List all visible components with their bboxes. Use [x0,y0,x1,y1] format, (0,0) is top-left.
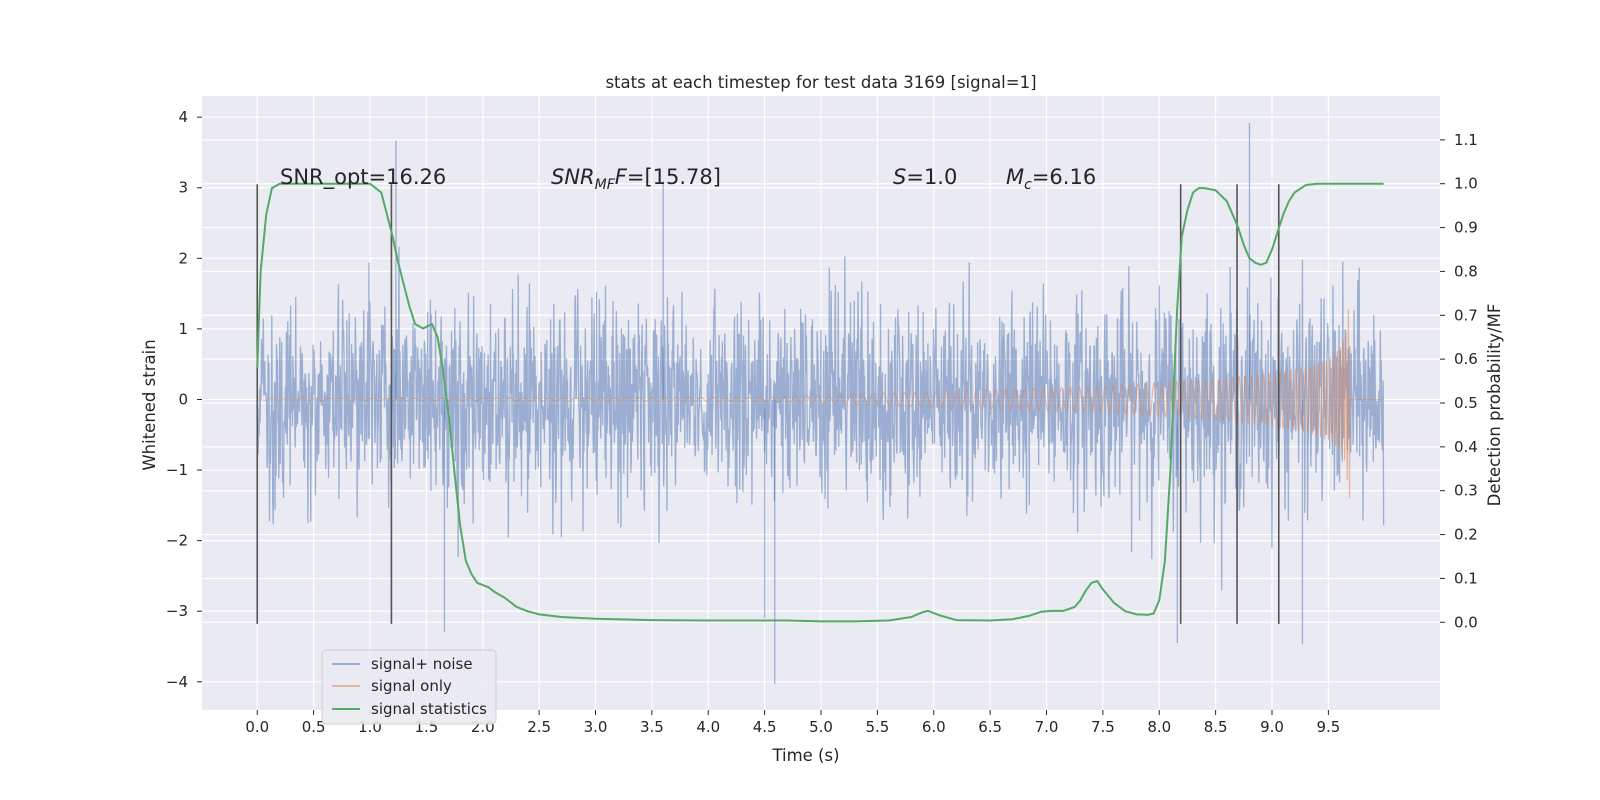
right-axis-ticks: 0.0 0.1 0.2 0.3 0.4 0.5 0.6 0.7 0.8 0.9 1.0 1.1 [1440,131,1478,631]
x-tick-label: 9.0 [1260,718,1284,736]
x-axis-label: Time (s) [771,746,839,765]
x-tick-label: 0.0 [245,718,269,736]
x-tick-label: 6.0 [922,718,946,736]
annotation-mc: Mc=6.16 [1006,165,1096,193]
y-tick-label-right: 0.6 [1454,350,1478,368]
annotations: SNR_opt=16.26 SNRMFF=[15.78] S=1.0 Mc=6.… [280,165,1096,193]
legend-label-stat: signal statistics [371,700,487,718]
y-tick-label-right: 0.8 [1454,262,1478,280]
signal-only-series [257,308,1384,499]
x-tick-label: 5.5 [865,718,889,736]
x-tick-label: 4.5 [753,718,777,736]
annotation-snr-mf: SNRMFF=[15.78] [551,165,721,193]
y-tick-label-right: 0.4 [1454,438,1478,456]
annotation-s: S=1.0 [893,165,957,189]
annotation-snr-opt: SNR_opt=16.26 [280,165,446,190]
x-tick-label: 7.5 [1091,718,1115,736]
y-tick-label: 3 [178,179,188,197]
x-tick-label: 8.0 [1147,718,1171,736]
signal-only-line [257,308,1384,499]
y-axis-label-right: Detection probability/MF [1485,304,1504,507]
y-tick-label-right: 0.1 [1454,569,1478,587]
legend: signal+ noise signal only signal statist… [321,649,497,725]
x-tick-label: 3.5 [640,718,664,736]
x-tick-label: 6.5 [978,718,1002,736]
x-tick-label: 3.0 [584,718,608,736]
y-tick-label-right: 0.0 [1454,613,1478,631]
y-tick-label-right: 0.3 [1454,482,1478,500]
signal-statistics-line [256,182,1384,623]
y-tick-label-right: 0.5 [1454,394,1478,412]
y-tick-label: 2 [178,249,188,267]
y-axis-label: Whitened strain [140,339,159,470]
y-tick-label: −2 [166,532,188,550]
legend-label-signal: signal only [371,677,452,695]
y-tick-label-right: 0.7 [1454,306,1478,324]
x-tick-label: 7.0 [1035,718,1059,736]
signal-statistics-series [256,182,1384,623]
x-tick-label: 2.5 [527,718,551,736]
y-tick-label: 1 [178,320,188,338]
x-tick-label: 4.0 [696,718,720,736]
legend-label-noise: signal+ noise [371,655,473,673]
y-tick-label: 0 [178,390,188,408]
x-tick-label: 5.0 [809,718,833,736]
x-axis-ticks: 0.0 0.5 1.0 1.5 2.0 2.5 3.0 3.5 4.0 4.5 5.0 5.5 6.0 6… [245,710,1340,736]
legend-box [321,649,497,725]
y-tick-label: −4 [166,673,188,691]
x-tick-label: 9.5 [1316,718,1340,736]
x-tick-label: 8.5 [1204,718,1228,736]
y-tick-label: 4 [178,108,188,126]
y-tick-label: −3 [166,602,188,620]
y-tick-label-right: 1.1 [1454,131,1478,149]
y-tick-label-right: 0.2 [1454,526,1478,544]
y-tick-label-right: 0.9 [1454,219,1478,237]
y-tick-label: −1 [166,461,188,479]
y-tick-label-right: 1.0 [1454,175,1478,193]
x-tick-label: 0.5 [302,718,326,736]
chart-title: stats at each timestep for test data 316… [605,73,1036,92]
left-axis-ticks: −4 −3 −2 −1 0 1 2 3 4 [166,108,202,691]
signal-noise-series [256,122,1385,684]
